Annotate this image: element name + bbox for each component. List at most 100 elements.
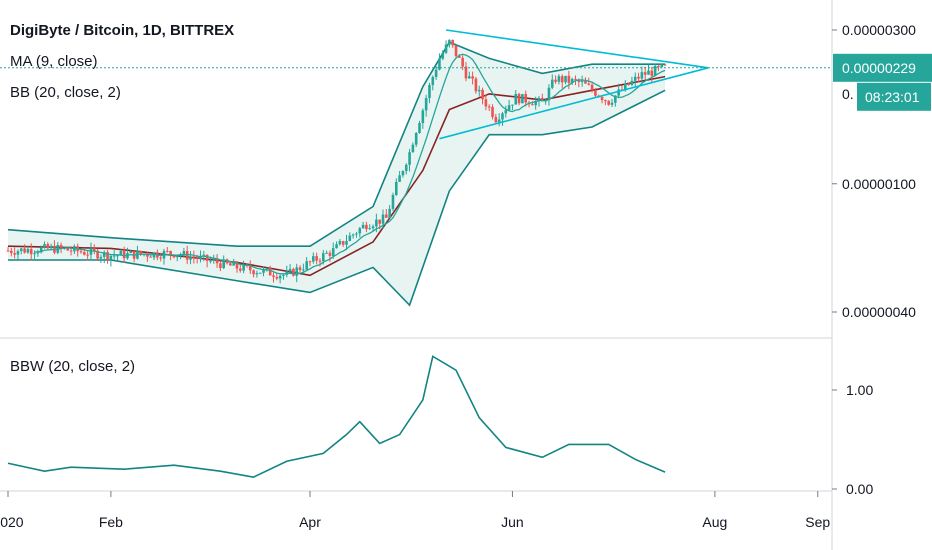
bbw-series-line [7, 355, 666, 478]
candle-body [282, 274, 285, 276]
price-badges: 0.00000229 08:23:01 [833, 53, 932, 111]
bbw-legend: BBW (20, close, 2) [10, 358, 136, 375]
candle [610, 98, 614, 107]
candle [408, 148, 411, 172]
candle [83, 247, 86, 256]
countdown-badge [857, 82, 931, 111]
candle-body [633, 76, 637, 81]
candle-body [92, 248, 96, 251]
candle-body [175, 255, 179, 258]
candle [531, 101, 534, 106]
time-tick-label: 2020 [0, 514, 24, 530]
candle [165, 247, 169, 253]
candle [474, 76, 478, 94]
candle [23, 244, 26, 254]
candle-body [640, 72, 644, 79]
candle-body [338, 241, 342, 245]
candle [361, 221, 365, 229]
candle [159, 252, 162, 262]
candle [36, 249, 40, 257]
candle [570, 77, 574, 86]
candle-body [89, 248, 93, 255]
candle-body [371, 226, 375, 229]
candle [424, 94, 428, 117]
candle-body [315, 256, 318, 261]
candle-body [580, 80, 584, 83]
candle-body [458, 56, 461, 58]
candle [438, 53, 441, 71]
candle [627, 82, 630, 86]
candle-body [10, 250, 13, 254]
candle-body [481, 89, 484, 100]
candle [312, 252, 315, 264]
candle [212, 254, 216, 264]
time-tick-label: Aug [702, 514, 727, 530]
candle [39, 245, 43, 254]
candle-body [507, 105, 511, 111]
candle-body [265, 268, 269, 270]
candle-body [215, 259, 219, 264]
candle-body [212, 259, 216, 261]
candle [96, 248, 99, 261]
candle-body [33, 253, 36, 255]
ma-legend: MA (9, close) [10, 53, 98, 70]
candle [278, 274, 282, 284]
candle-body [43, 244, 46, 248]
candle-body [587, 83, 591, 85]
candle-body [252, 270, 255, 275]
candle [258, 272, 262, 274]
triangle-trendlines[interactable] [0, 29, 832, 140]
bb-lower-line [8, 89, 666, 307]
candle-body [268, 268, 272, 276]
candle [580, 75, 584, 87]
candle [421, 108, 425, 129]
candle [494, 113, 498, 124]
candle [275, 273, 279, 281]
candle [467, 71, 471, 79]
price-tick-label: 0. [842, 86, 854, 102]
candle-body [441, 52, 445, 59]
candle [292, 267, 295, 277]
candle [152, 251, 156, 261]
candle-body [255, 273, 259, 275]
candle [491, 104, 494, 120]
candle-body [292, 268, 295, 276]
candle-body [348, 235, 352, 241]
candle-body [331, 248, 335, 256]
candle [368, 224, 372, 230]
candle-body [451, 39, 455, 46]
candle-body [431, 76, 435, 86]
candle [86, 249, 89, 261]
candle-body [418, 123, 421, 133]
candle-body [139, 250, 143, 255]
candle-body [474, 78, 478, 92]
candle [554, 75, 557, 84]
candle [179, 252, 182, 260]
candle [365, 221, 368, 233]
candle-body [36, 252, 40, 254]
candle-body [404, 164, 408, 172]
candle-body [398, 175, 401, 182]
candle [175, 255, 179, 262]
candle [411, 142, 415, 153]
candle-body [537, 97, 541, 102]
candle-body [501, 113, 504, 120]
candle [607, 100, 610, 106]
grid-layer [0, 337, 832, 492]
candle [650, 66, 654, 83]
candle-body [222, 259, 226, 269]
candle [242, 260, 245, 274]
candle-body [262, 269, 265, 273]
candle-body [122, 250, 126, 259]
last-price-badge [833, 53, 932, 82]
candle-body [6, 250, 10, 252]
candle-body [607, 100, 610, 105]
candle [590, 82, 594, 93]
candle-body [577, 80, 581, 83]
candle [308, 260, 312, 267]
candle [358, 226, 362, 238]
candle-body [428, 85, 431, 99]
bbw-tick-label: 1.00 [846, 382, 873, 398]
